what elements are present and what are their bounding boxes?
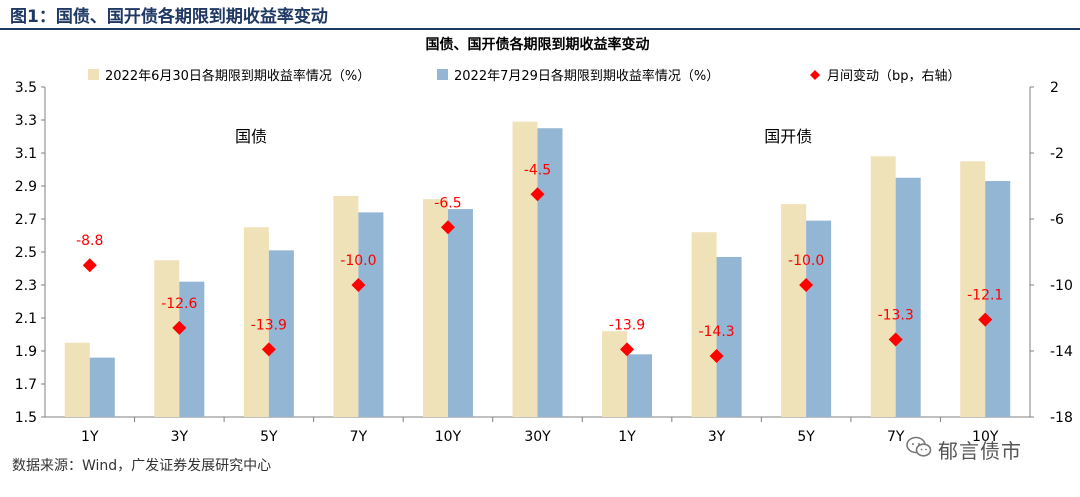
y-right-tick-label: -18 [1050, 410, 1073, 426]
change-label-9: -10.0 [788, 253, 824, 269]
change-label-1: -8.8 [76, 233, 103, 249]
change-label-8: -14.3 [698, 324, 734, 340]
x-tick-label: 30Y [524, 429, 551, 445]
bar-series2-8 [716, 256, 742, 417]
source-note: 数据来源：Wind，广发证券发展研究中心 [12, 458, 272, 474]
change-marker-9 [799, 278, 814, 292]
y-left-tick-label: 1.5 [15, 410, 37, 426]
bar-series2-1 [89, 357, 115, 417]
y-left-tick-label: 2.3 [15, 278, 37, 294]
wechat-icon [906, 436, 932, 457]
x-tick-label: 5Y [797, 429, 815, 445]
y-left-tick-label: 1.7 [15, 377, 37, 393]
x-tick-label: 10Y [972, 429, 999, 445]
x-tick-label: 1Y [81, 429, 99, 445]
change-marker-6 [530, 187, 545, 202]
legend-swatch-change [810, 70, 820, 80]
change-label-3: -13.9 [251, 317, 287, 333]
y-left-tick-label: 2.7 [15, 212, 37, 228]
change-label-10: -13.3 [878, 307, 914, 323]
yield-chart: 国债、国开债各期限到期收益率变动 2022年6月30日各期限到期收益率情况（%） 2… [15, 36, 1073, 445]
change-marker-3 [261, 342, 276, 357]
x-tick-label: 3Y [171, 429, 189, 445]
bar-series1-5 [422, 199, 448, 417]
bar-series2-7 [627, 354, 653, 417]
bar-series1-4 [333, 195, 359, 417]
legend-label-2: 2022年7月29日各期限到期收益率情况（%） [454, 68, 719, 84]
x-tick-label: 3Y [708, 429, 726, 445]
bar-series1-9 [781, 204, 807, 417]
y-left-tick-label: 2.1 [15, 311, 37, 327]
bar-series2-5 [447, 209, 473, 417]
figure-title: 图1：国债、国开债各期限到期收益率变动 [10, 7, 328, 27]
legend-swatch-1 [88, 69, 99, 80]
bar-series1-6 [512, 121, 538, 418]
change-marker-11 [978, 312, 993, 327]
watermark-text: 郁言债市 [938, 439, 1022, 463]
y-left-tick-label: 3.3 [15, 113, 37, 129]
change-marker-8 [709, 348, 724, 363]
change-label-2: -12.6 [161, 296, 197, 312]
change-marker-2 [172, 320, 187, 335]
change-marker-7 [620, 342, 635, 357]
change-label-11: -12.1 [967, 288, 1003, 304]
x-tick-label: 5Y [260, 429, 278, 445]
x-tick-label: 7Y [887, 429, 905, 445]
legend-label-3: 月间变动（bp，右轴） [827, 68, 961, 84]
legend-label-1: 2022年6月30日各期限到期收益率情况（%） [105, 68, 370, 84]
change-marker-4 [351, 278, 366, 292]
change-marker-10 [888, 332, 903, 347]
change-label-5: -6.5 [434, 195, 461, 211]
y-left-tick-label: 1.9 [15, 344, 37, 360]
watermark: 郁言债市 [898, 428, 1058, 468]
bar-series2-3 [268, 250, 294, 417]
figure-header: 图1：国债、国开债各期限到期收益率变动 [0, 0, 1080, 30]
bar-series1-7 [602, 331, 628, 417]
x-tick-label: 7Y [350, 429, 368, 445]
bar-series1-3 [243, 227, 269, 417]
x-tick-label: 1Y [618, 429, 636, 445]
y-left-tick-label: 2.5 [15, 245, 37, 261]
bar-series2-6 [537, 128, 563, 417]
bar-series1-1 [64, 342, 90, 417]
change-label-7: -13.9 [609, 317, 645, 333]
bar-series2-4 [358, 212, 384, 417]
y-left-tick-label: 2.9 [15, 179, 37, 195]
y-left-tick-label: 3.1 [15, 146, 37, 162]
y-left-tick-label: 3.5 [15, 80, 37, 96]
bar-series1-8 [691, 232, 717, 417]
bar-series2-2 [179, 281, 205, 417]
change-marker-1 [82, 258, 97, 273]
bar-series2-11 [985, 181, 1011, 417]
group-label-2: 国开债 [764, 127, 812, 146]
bar-series2-10 [895, 177, 921, 417]
change-label-6: -4.5 [524, 162, 551, 178]
y-right-tick-label: -6 [1050, 212, 1064, 228]
y-right-tick-label: -14 [1050, 344, 1073, 360]
bar-series1-10 [870, 156, 896, 418]
y-right-tick-label: 2 [1050, 80, 1059, 96]
legend-swatch-2 [437, 69, 448, 80]
group-label-1: 国债 [235, 127, 267, 146]
y-right-tick-label: -10 [1050, 278, 1073, 294]
bar-series2-9 [806, 220, 832, 417]
change-label-4: -10.0 [340, 253, 376, 269]
bar-series1-11 [960, 161, 986, 417]
x-tick-label: 10Y [435, 429, 462, 445]
bar-series1-2 [154, 260, 180, 417]
change-marker-5 [440, 220, 455, 235]
chart-title: 国债、国开债各期限到期收益率变动 [426, 36, 650, 53]
header-rule [0, 28, 1080, 30]
y-right-tick-label: -2 [1050, 146, 1064, 162]
